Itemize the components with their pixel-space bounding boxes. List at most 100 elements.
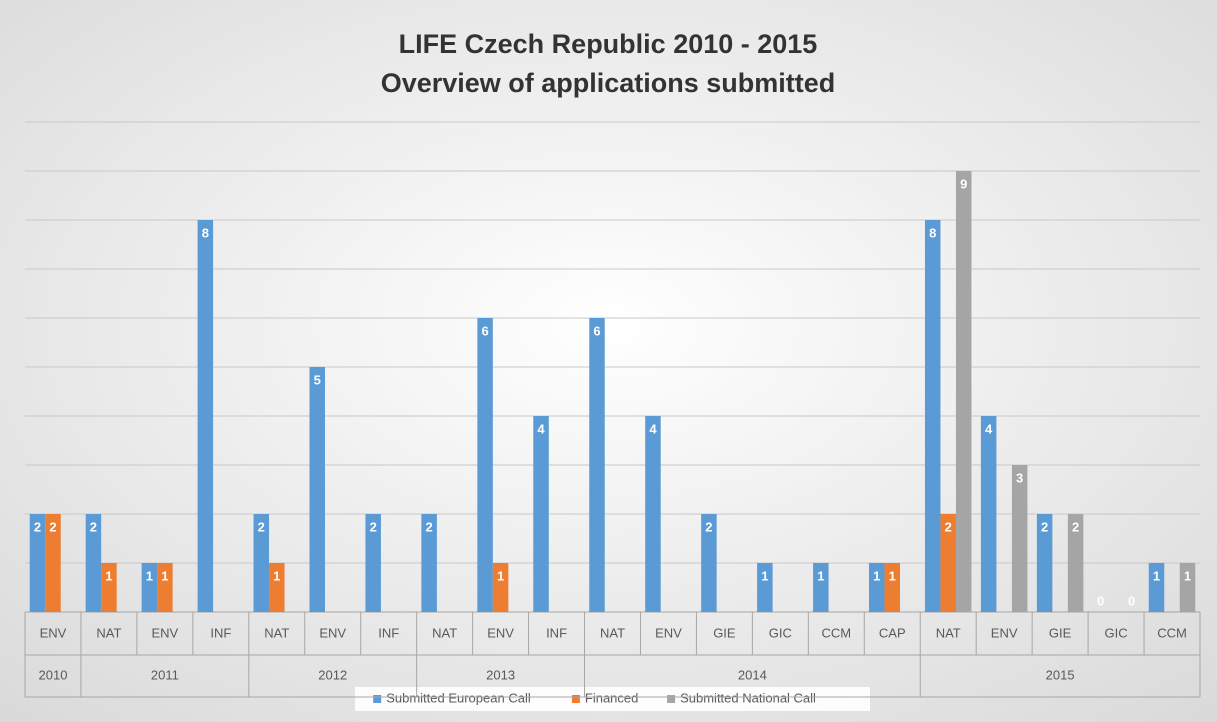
bar bbox=[1011, 465, 1028, 612]
bar bbox=[813, 563, 829, 612]
bar bbox=[477, 318, 493, 612]
bar bbox=[269, 563, 285, 612]
value-label: 4 bbox=[537, 421, 545, 436]
x-tick-label: CCM bbox=[1157, 625, 1187, 640]
x-tick-label: GIC bbox=[1105, 625, 1128, 640]
x-tick-label: ENV bbox=[319, 625, 346, 640]
x-tick-label: GIC bbox=[769, 625, 792, 640]
value-label: 1 bbox=[873, 568, 880, 583]
x-tick-label: INF bbox=[378, 625, 399, 640]
value-label: 6 bbox=[593, 323, 600, 338]
bar bbox=[955, 171, 972, 612]
legend-box bbox=[355, 687, 870, 711]
group-label: 2012 bbox=[318, 667, 347, 682]
legend-swatch bbox=[373, 695, 382, 703]
group-label: 2015 bbox=[1046, 667, 1075, 682]
value-label: 2 bbox=[258, 519, 265, 534]
bar bbox=[924, 220, 941, 612]
value-label: 1 bbox=[497, 568, 504, 583]
group-label: 2014 bbox=[738, 667, 767, 682]
value-label: 0 bbox=[1097, 593, 1104, 608]
x-tick-label: GIE bbox=[713, 625, 736, 640]
legend: Submitted European Call Financed Submitted… bbox=[355, 687, 870, 711]
value-label: 1 bbox=[1184, 568, 1191, 583]
bar bbox=[85, 514, 102, 612]
value-label: 8 bbox=[202, 225, 209, 240]
chart-subtitle: Overview of applications submitted bbox=[381, 68, 836, 98]
bar bbox=[884, 563, 901, 612]
x-tick-label: INF bbox=[546, 625, 567, 640]
x-tick-label: ENV bbox=[40, 625, 67, 640]
bar bbox=[980, 416, 997, 612]
value-label: 2 bbox=[705, 519, 712, 534]
value-label: 2 bbox=[1072, 519, 1079, 534]
value-label: 1 bbox=[161, 568, 168, 583]
bar bbox=[645, 416, 661, 612]
value-label: 2 bbox=[370, 519, 377, 534]
value-label: 1 bbox=[146, 568, 153, 583]
x-tick-label: ENV bbox=[655, 625, 682, 640]
x-tick-label: NAT bbox=[600, 625, 625, 640]
x-tick-label: ENV bbox=[487, 625, 514, 640]
bar bbox=[157, 563, 173, 612]
bar bbox=[533, 416, 549, 612]
bar bbox=[45, 514, 61, 612]
bar bbox=[1179, 563, 1196, 612]
legend-label: Submitted European Call bbox=[386, 690, 531, 705]
bar bbox=[701, 514, 717, 612]
x-tick-label: GIE bbox=[1049, 625, 1072, 640]
x-tick-label: INF bbox=[210, 625, 231, 640]
value-label: 2 bbox=[426, 519, 433, 534]
bar bbox=[197, 220, 214, 612]
value-label: 5 bbox=[314, 372, 321, 387]
bar bbox=[757, 563, 773, 612]
bar bbox=[101, 563, 117, 612]
value-label: 1 bbox=[273, 568, 280, 583]
value-label: 8 bbox=[929, 225, 936, 240]
value-label: 6 bbox=[481, 323, 488, 338]
bar bbox=[492, 563, 509, 612]
bar bbox=[253, 514, 270, 612]
value-label: 1 bbox=[889, 568, 896, 583]
value-label: 1 bbox=[817, 568, 824, 583]
x-tick-label: NAT bbox=[936, 625, 961, 640]
value-label: 4 bbox=[649, 421, 657, 436]
group-label: 2010 bbox=[39, 667, 68, 682]
bar bbox=[309, 367, 325, 612]
value-label: 9 bbox=[960, 176, 967, 191]
legend-swatch bbox=[667, 695, 676, 703]
group-label: 2013 bbox=[486, 667, 515, 682]
x-tick-label: ENV bbox=[991, 625, 1018, 640]
bar bbox=[869, 563, 885, 612]
x-tick-label: CCM bbox=[822, 625, 852, 640]
bar bbox=[1148, 563, 1165, 612]
bar bbox=[141, 563, 158, 612]
x-tick-label: NAT bbox=[264, 625, 289, 640]
value-label: 1 bbox=[105, 568, 112, 583]
bar bbox=[29, 514, 46, 612]
x-tick-label: NAT bbox=[432, 625, 457, 640]
bar bbox=[589, 318, 605, 612]
value-label: 4 bbox=[985, 421, 993, 436]
legend-label: Financed bbox=[585, 690, 638, 705]
legend-label: Submitted National Call bbox=[680, 690, 816, 705]
bar bbox=[1036, 514, 1053, 612]
bar bbox=[940, 514, 956, 612]
x-tick-label: NAT bbox=[96, 625, 121, 640]
value-label: 2 bbox=[90, 519, 97, 534]
bar bbox=[1067, 514, 1084, 612]
value-label: 3 bbox=[1016, 470, 1023, 485]
value-label: 0 bbox=[1128, 593, 1135, 608]
chart-title: LIFE Czech Republic 2010 - 2015 bbox=[399, 29, 818, 59]
x-tick-label: CAP bbox=[879, 625, 906, 640]
legend-swatch bbox=[571, 695, 580, 703]
bar bbox=[365, 514, 381, 612]
group-label: 2011 bbox=[151, 667, 179, 682]
value-label: 1 bbox=[761, 568, 768, 583]
value-label: 2 bbox=[945, 519, 952, 534]
value-label: 2 bbox=[34, 519, 41, 534]
bar bbox=[421, 514, 437, 612]
x-tick-label: ENV bbox=[152, 625, 179, 640]
